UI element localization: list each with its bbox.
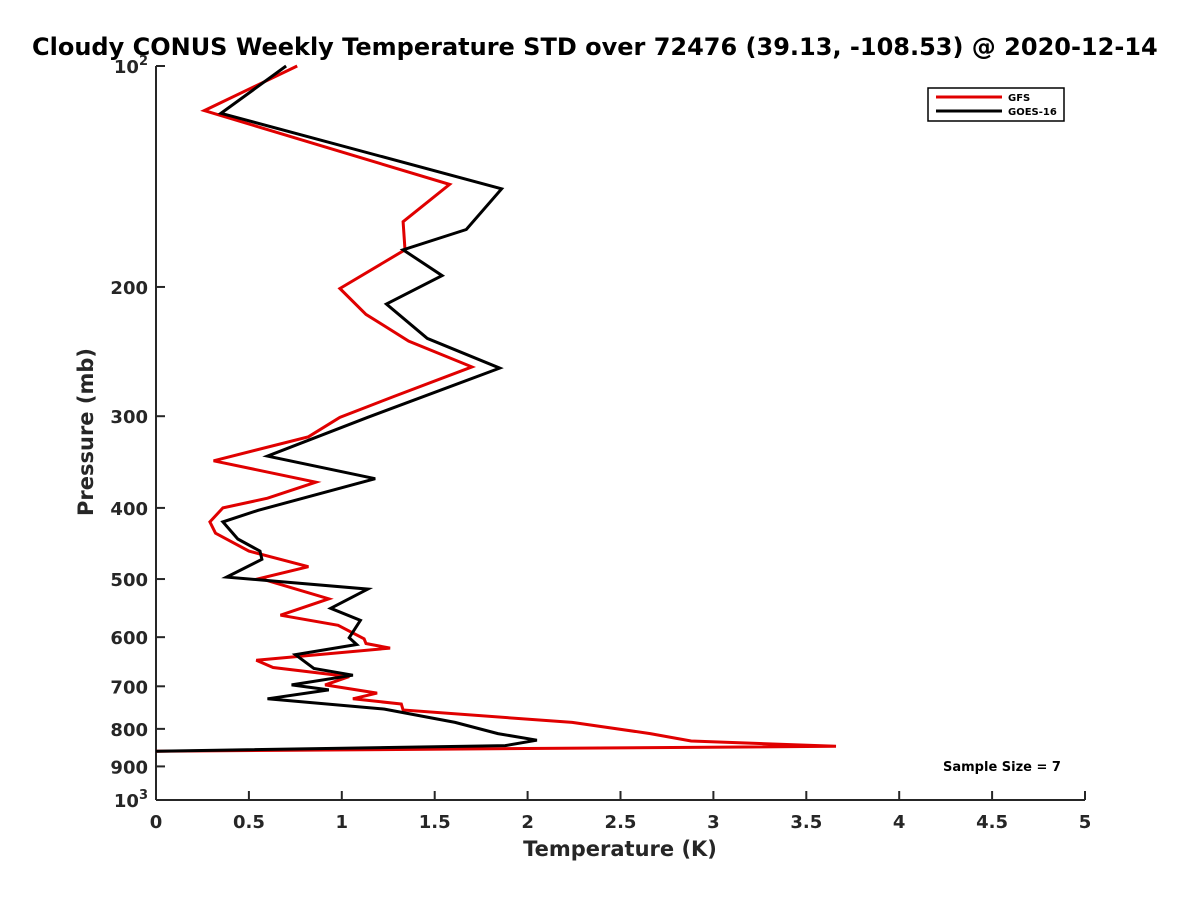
series-line-goes-16 bbox=[155, 64, 538, 753]
x-tick-label: 4.5 bbox=[976, 812, 1008, 833]
y-tick-label: 500 bbox=[110, 570, 148, 591]
y-tick-label: 600 bbox=[110, 628, 148, 649]
sample-size-annotation: Sample Size = 7 bbox=[943, 760, 1061, 775]
legend-entry: GOES-16 bbox=[1008, 107, 1057, 118]
y-tick-label: 900 bbox=[110, 757, 148, 778]
plot-area: 0 0.5 1 1.5 2 2.5 3 3.5 4 4.5 5 102 200 300 400 500 600 7… bbox=[110, 54, 1091, 833]
y-tick-label: 103 bbox=[114, 788, 148, 812]
x-tick-label: 3.5 bbox=[790, 812, 822, 833]
x-axis-label: Temperature (K) bbox=[523, 837, 717, 861]
y-tick-label: 800 bbox=[110, 720, 148, 741]
series-line-gfs bbox=[155, 64, 837, 753]
y-tick-label: 102 bbox=[114, 54, 148, 78]
x-tick-label: 0 bbox=[150, 812, 163, 833]
y-tick-label: 400 bbox=[110, 499, 148, 520]
x-tick-label: 2.5 bbox=[605, 812, 637, 833]
y-axis-label: Pressure (mb) bbox=[74, 348, 98, 516]
x-tick-label: 4 bbox=[893, 812, 906, 833]
legend-entry: GFS bbox=[1008, 93, 1030, 104]
x-tick-label: 5 bbox=[1079, 812, 1092, 833]
legend-box bbox=[927, 87, 1065, 122]
x-tick-label: 1 bbox=[336, 812, 349, 833]
x-tick-label: 2 bbox=[521, 812, 534, 833]
y-tick-label: 300 bbox=[110, 407, 148, 428]
x-tick-label: 1.5 bbox=[419, 812, 451, 833]
legend: GFS GOES-16 bbox=[927, 87, 1065, 122]
y-tick-label: 700 bbox=[110, 677, 148, 698]
y-tick-label: 200 bbox=[110, 278, 148, 299]
x-tick-label: 0.5 bbox=[233, 812, 265, 833]
x-tick-label: 3 bbox=[707, 812, 720, 833]
chart-title: Cloudy CONUS Weekly Temperature STD over… bbox=[32, 33, 1158, 61]
